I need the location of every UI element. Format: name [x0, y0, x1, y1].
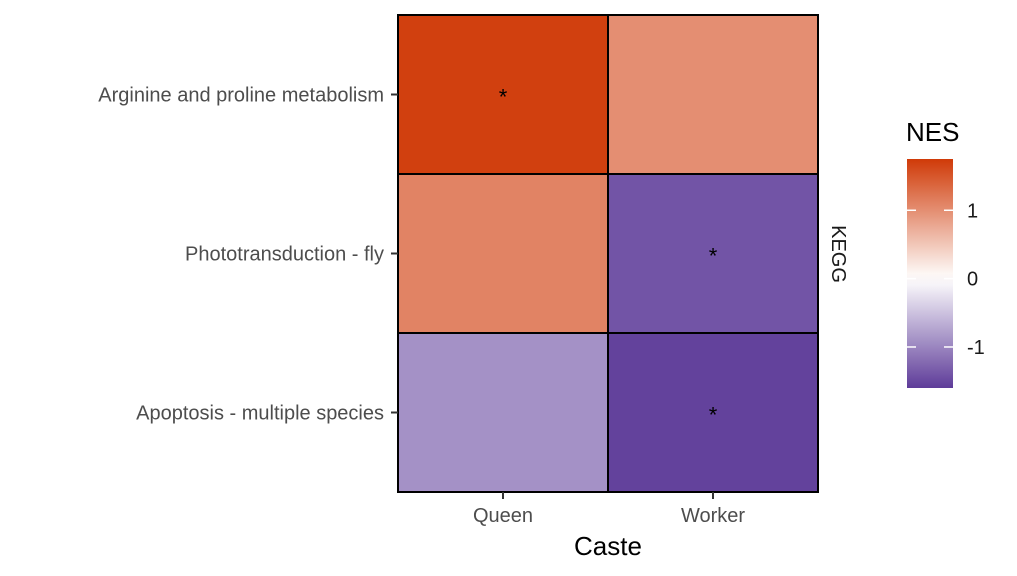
color-legend: NES 1 0 -1: [906, 117, 985, 388]
legend-tick-label: -1: [967, 337, 985, 359]
heatmap-cell: [607, 332, 819, 493]
significance-star: *: [709, 244, 718, 269]
x-tick-label: Queen: [473, 505, 533, 527]
legend-title: NES: [906, 117, 959, 147]
significance-markers: * * *: [499, 85, 718, 428]
facet-strip-label: KEGG: [827, 225, 849, 283]
heatmap-cell: [397, 332, 609, 493]
significance-star: *: [709, 403, 718, 428]
legend-colorbar: [907, 159, 953, 388]
significance-star: *: [499, 85, 508, 110]
legend-tick-label: 1: [967, 200, 978, 222]
heatmap-cell: [607, 14, 819, 175]
x-tick-label: Worker: [681, 505, 745, 527]
legend-ticks: 1 0 -1: [907, 200, 985, 359]
heatmap-cell: [397, 173, 609, 334]
heatmap-cell: [607, 173, 819, 334]
x-axis: Queen Worker: [473, 492, 745, 527]
y-tick-label: Phototransduction - fly: [185, 244, 384, 266]
y-tick-label: Arginine and proline metabolism: [98, 85, 384, 107]
legend-tick-label: 0: [967, 269, 978, 291]
y-axis: Arginine and proline metabolism Phototran…: [98, 85, 398, 425]
heatmap-cells: [397, 14, 819, 493]
x-axis-title: Caste: [574, 531, 642, 561]
heatmap-cell: [397, 14, 609, 175]
y-tick-label: Apoptosis - multiple species: [136, 403, 384, 425]
